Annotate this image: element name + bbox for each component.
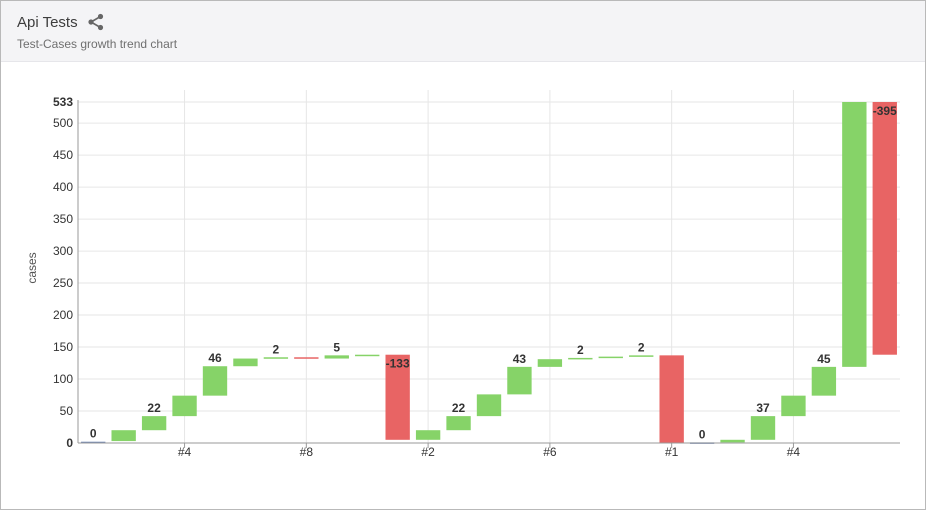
y-axis-label: cases (25, 252, 39, 283)
data-label: 22 (452, 401, 466, 415)
data-label: 37 (756, 401, 770, 415)
card-subtitle: Test-Cases growth trend chart (17, 37, 178, 51)
share-icon[interactable] (87, 13, 105, 31)
waterfall-bar (446, 416, 471, 431)
data-label: 0 (90, 427, 97, 441)
waterfall-bar (141, 416, 167, 431)
waterfall-bar (324, 355, 349, 359)
waterfall-bar (233, 358, 258, 367)
x-axis: #4 #8 #2 #6 #1 #4 (78, 442, 900, 459)
card-title: Api Tests (17, 14, 78, 31)
waterfall-bar (720, 439, 745, 443)
data-label: 22 (147, 401, 161, 415)
chart-grid (78, 90, 900, 443)
data-label: 0 (699, 427, 706, 441)
data-label: 5 (333, 340, 340, 354)
x-tick-label: #4 (178, 445, 192, 459)
waterfall-bar (537, 359, 563, 367)
waterfall-bar (568, 357, 593, 360)
x-tick-label: #6 (543, 445, 557, 459)
card-header: Api Tests Test-Cases growth trend chart (1, 1, 925, 62)
y-tick-label: 100 (53, 372, 73, 386)
waterfall-bar (598, 356, 623, 359)
y-axis: 0 50 100 150 200 250 300 350 400 450 500 533 (53, 95, 79, 450)
waterfall-bar (355, 354, 380, 357)
x-tick-label: #4 (787, 445, 801, 459)
waterfall-bar (172, 395, 197, 417)
y-tick-label: 450 (53, 148, 73, 162)
data-label: -395 (873, 104, 897, 118)
y-tick-label: 150 (53, 340, 73, 354)
data-label: 46 (208, 351, 222, 365)
waterfall-bar (111, 430, 136, 442)
data-label: 2 (577, 343, 584, 357)
x-tick-label: #8 (300, 445, 314, 459)
y-tick-label: 533 (53, 95, 73, 109)
waterfall-bar (385, 354, 410, 440)
data-label: -133 (386, 357, 410, 371)
y-tick-label: 0 (66, 436, 73, 450)
waterfall-bar (294, 357, 319, 359)
waterfall-bar (81, 441, 106, 444)
y-tick-label: 50 (60, 404, 74, 418)
y-tick-label: 250 (53, 276, 73, 290)
waterfall-bar (811, 366, 837, 396)
waterfall-bar (629, 355, 654, 357)
waterfall-bar (415, 430, 441, 440)
y-tick-label: 500 (53, 116, 73, 130)
y-tick-label: 400 (53, 180, 73, 194)
chart-bars (81, 102, 897, 444)
y-tick-label: 300 (53, 244, 73, 258)
waterfall-bar (263, 357, 289, 359)
y-tick-label: 200 (53, 308, 73, 322)
waterfall-bar (750, 416, 776, 440)
waterfall-bar (659, 355, 684, 443)
waterfall-bar (781, 395, 806, 417)
waterfall-bar (202, 366, 228, 396)
waterfall-bar (507, 366, 532, 395)
waterfall-bar (872, 102, 897, 355)
waterfall-bar (842, 102, 867, 367)
data-label: 2 (638, 340, 645, 354)
data-label: 45 (817, 352, 831, 366)
x-tick-label: #2 (421, 445, 435, 459)
data-label: 43 (513, 352, 527, 366)
data-label: 2 (273, 342, 280, 356)
x-tick-label: #1 (665, 445, 679, 459)
waterfall-bar (476, 394, 502, 417)
y-tick-label: 350 (53, 212, 73, 226)
